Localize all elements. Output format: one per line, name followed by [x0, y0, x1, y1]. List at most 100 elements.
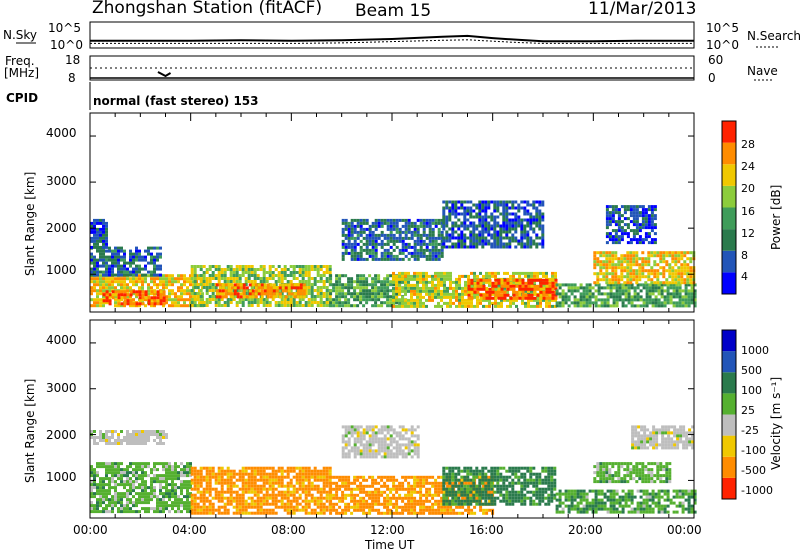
velocity-heatmap-cell — [205, 475, 209, 479]
velocity-heatmap-cell — [120, 492, 123, 496]
velocity-heatmap-cell — [241, 508, 245, 512]
velocity-heatmap-cell — [283, 493, 287, 497]
power-heatmap-cell — [329, 301, 333, 305]
velocity-heatmap-cell — [186, 504, 189, 508]
power-heatmap-cell — [564, 298, 568, 302]
velocity-heatmap-cell — [186, 462, 189, 466]
velocity-heatmap-cell — [162, 492, 165, 496]
power-heatmap-cell — [90, 286, 93, 290]
power-heatmap-cell — [475, 203, 479, 207]
power-heatmap-cell — [428, 236, 432, 240]
power-heatmap-cell — [162, 283, 165, 287]
velocity-heatmap-cell — [159, 501, 162, 505]
power-heatmap-cell — [277, 265, 281, 268]
velocity-heatmap-cell — [120, 442, 123, 445]
power-heatmap-cell — [138, 255, 141, 259]
power-heatmap-cell — [284, 283, 288, 287]
power-heatmap-cell — [344, 283, 348, 287]
velocity-heatmap-cell — [90, 501, 93, 505]
power-heatmap-cell — [401, 242, 405, 246]
power-heatmap-cell — [239, 292, 243, 296]
power-heatmap-cell — [671, 281, 675, 285]
power-heatmap-cell — [229, 301, 233, 304]
power-heatmap-cell — [230, 283, 234, 287]
power-heatmap-cell — [511, 227, 515, 231]
velocity-heatmap-cell — [132, 486, 135, 490]
power-heatmap-cell — [108, 273, 111, 277]
velocity-heatmap-cell — [129, 480, 132, 484]
power-heatmap-cell — [347, 301, 351, 305]
power-heatmap-cell — [404, 292, 407, 296]
power-heatmap-cell — [93, 270, 96, 274]
power-heatmap-cell — [344, 242, 348, 246]
velocity-heatmap-cell — [144, 486, 147, 490]
power-heatmap-cell — [208, 298, 212, 301]
power-heatmap-cell — [259, 298, 263, 301]
power-heatmap-cell — [657, 292, 661, 296]
power-heatmap-cell — [205, 286, 209, 289]
power-heatmap-cell — [650, 217, 654, 221]
power-heatmap-cell — [509, 277, 512, 281]
power-heatmap-cell — [437, 286, 440, 290]
power-heatmap-cell — [325, 292, 329, 295]
power-heatmap-cell — [467, 298, 470, 302]
power-heatmap-cell — [675, 301, 679, 305]
power-heatmap-cell — [422, 230, 426, 234]
power-heatmap-cell — [368, 227, 372, 231]
velocity-heatmap-cell — [307, 478, 311, 482]
velocity-heatmap-cell — [341, 475, 345, 479]
power-heatmap-cell — [627, 301, 631, 305]
velocity-heatmap-cell — [105, 430, 108, 433]
velocity-heatmap-cell — [126, 471, 129, 475]
power-heatmap-cell — [241, 298, 245, 301]
power-heatmap-cell — [554, 287, 558, 291]
power-heatmap-cell — [368, 251, 372, 255]
power-heatmap-cell — [365, 298, 369, 302]
power-heatmap-cell — [310, 304, 314, 307]
power-heatmap-cell — [117, 277, 120, 281]
power-heatmap-cell — [302, 283, 306, 287]
power-heatmap-cell — [313, 283, 317, 286]
power-heatmap-cell — [484, 236, 488, 240]
power-heatmap-cell — [493, 200, 497, 204]
velocity-heatmap-cell — [338, 505, 342, 509]
velocity-heatmap-cell — [108, 439, 111, 442]
power-heatmap-cell — [289, 265, 293, 268]
velocity-heatmap-cell — [341, 496, 345, 500]
velocity-heatmap-cell — [211, 496, 215, 500]
velocity-heatmap-cell — [274, 493, 278, 497]
velocity-heatmap-cell — [250, 478, 254, 482]
power-heatmap-cell — [302, 292, 306, 296]
power-heatmap-cell — [487, 239, 491, 243]
power-heatmap-cell — [635, 272, 639, 276]
velocity-heatmap-cell — [265, 478, 269, 482]
power-heatmap-cell — [659, 266, 663, 270]
velocity-heatmap-cell — [199, 472, 203, 476]
power-heatmap-cell — [624, 298, 628, 302]
power-heatmap-cell — [141, 273, 144, 277]
power-heatmap-cell — [96, 267, 99, 271]
power-heatmap-cell — [614, 238, 618, 242]
power-heatmap-cell — [93, 230, 96, 234]
power-heatmap-cell — [377, 274, 381, 278]
power-heatmap-cell — [347, 304, 351, 308]
velocity-heatmap-cell — [189, 468, 192, 472]
power-heatmap-cell — [395, 257, 399, 261]
power-heatmap-cell — [591, 286, 595, 290]
power-heatmap-cell — [362, 277, 366, 281]
power-heatmap-cell — [487, 203, 491, 207]
power-heatmap-cell — [93, 289, 96, 293]
power-heatmap-cell — [304, 268, 308, 271]
power-heatmap-cell — [502, 203, 506, 207]
power-heatmap-cell — [319, 274, 323, 277]
power-heatmap-cell — [353, 245, 357, 249]
power-heatmap-cell — [147, 261, 150, 265]
power-heatmap-cell — [341, 283, 345, 287]
power-heatmap-cell — [484, 218, 488, 222]
velocity-heatmap-cell — [265, 499, 269, 503]
power-heatmap-cell — [153, 304, 156, 308]
power-heatmap-cell — [548, 287, 552, 291]
velocity-heatmap-cell — [117, 462, 120, 466]
power-heatmap-cell — [629, 266, 633, 270]
velocity-heatmap-cell — [259, 496, 263, 500]
